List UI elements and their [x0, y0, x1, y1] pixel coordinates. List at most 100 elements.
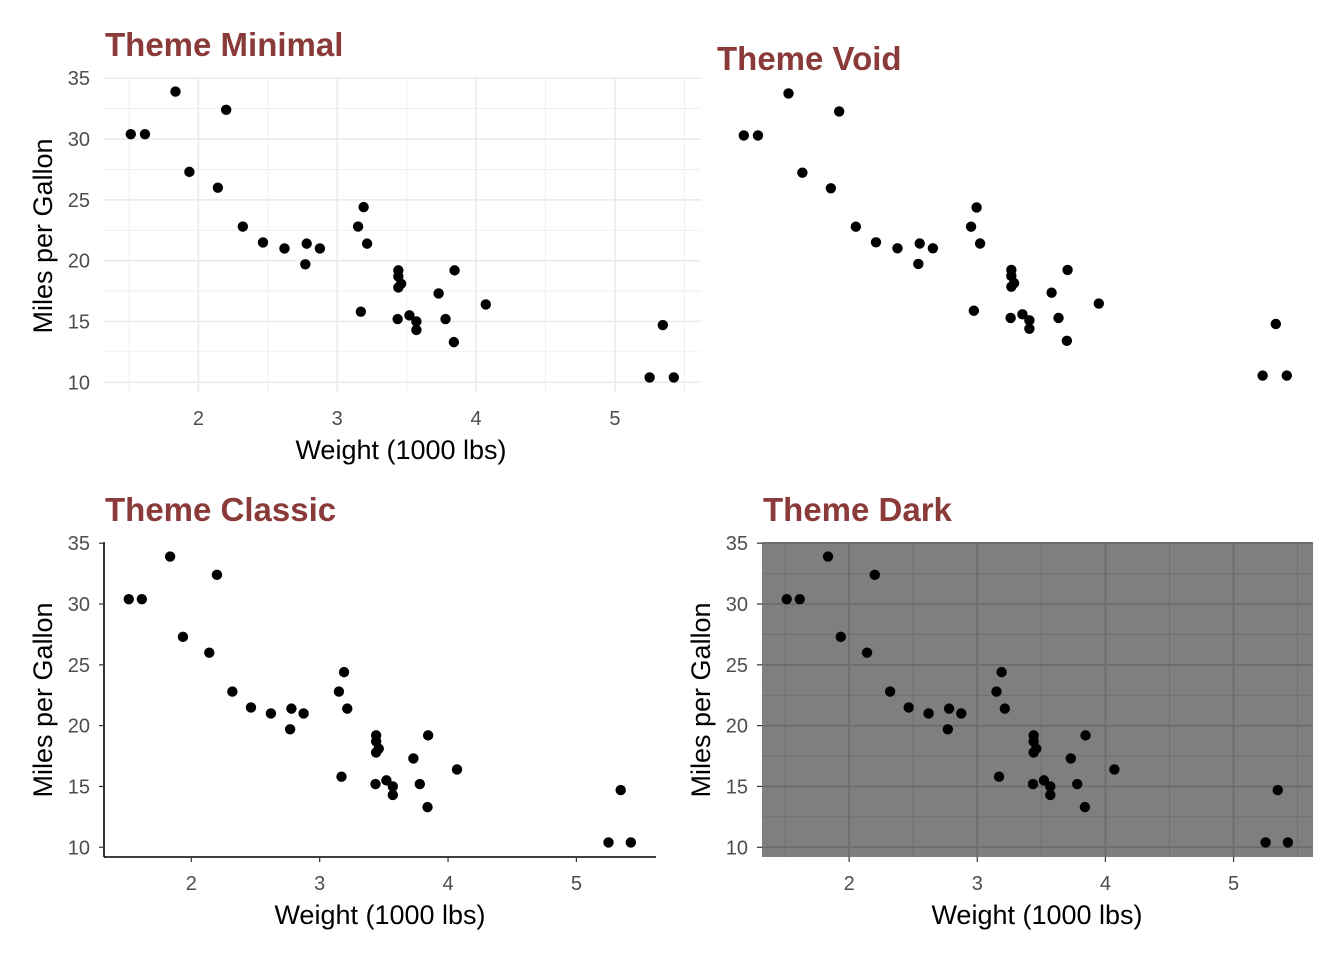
data-point	[227, 686, 238, 697]
panel-theme-minimal: 10 15 20 25 30 35 2 3 4 5 Theme Minimal Weight (…	[28, 26, 701, 465]
data-point	[1024, 315, 1035, 326]
data-point	[971, 202, 982, 213]
x-tick-label: 5	[609, 408, 620, 430]
data-point	[352, 221, 364, 232]
data-point	[333, 686, 345, 697]
chart-title: Theme Dark	[763, 491, 953, 528]
data-point	[1109, 764, 1120, 775]
data-points	[123, 551, 637, 848]
data-point	[1282, 837, 1294, 848]
data-point	[781, 593, 792, 605]
data-point	[449, 265, 460, 276]
x-tick-labels: 2 3 4 5	[186, 873, 582, 895]
data-point	[451, 764, 463, 775]
x-tick-label: 2	[186, 873, 197, 895]
data-point	[996, 666, 1007, 678]
data-point	[822, 551, 834, 562]
x-axis-title: Weight (1000 lbs)	[274, 900, 485, 930]
data-point	[833, 106, 845, 117]
x-tick-label: 4	[471, 408, 482, 430]
data-point	[164, 551, 176, 562]
data-point	[211, 569, 223, 581]
data-point	[1093, 298, 1105, 309]
data-point	[411, 324, 422, 336]
y-tick-label: 35	[68, 533, 90, 555]
data-point	[370, 747, 382, 758]
y-tick-label: 25	[726, 655, 748, 677]
y-tick-label: 30	[726, 594, 748, 616]
data-point	[657, 319, 669, 331]
data-point	[1006, 281, 1017, 292]
data-point	[1045, 789, 1056, 801]
data-point	[433, 288, 444, 299]
data-point	[1257, 370, 1268, 381]
data-points	[738, 88, 1292, 381]
data-point	[279, 243, 290, 254]
data-point	[314, 243, 326, 254]
y-tick-label: 10	[68, 837, 90, 859]
data-point	[265, 708, 277, 719]
y-axis-title: Miles per Gallon	[28, 602, 58, 797]
panel-theme-void: Theme Void	[717, 40, 1292, 381]
data-point	[1079, 801, 1091, 813]
y-tick-label: 15	[68, 311, 90, 333]
data-point	[1017, 309, 1028, 320]
data-point	[204, 647, 215, 658]
data-point	[1005, 312, 1016, 324]
data-point	[245, 702, 257, 713]
y-tick-label: 15	[726, 776, 748, 798]
data-point	[284, 724, 296, 735]
data-point	[237, 221, 249, 232]
x-tick-label: 3	[972, 873, 983, 895]
data-point	[170, 86, 181, 97]
x-axis-title: Weight (1000 lbs)	[931, 900, 1142, 930]
data-point	[257, 237, 269, 248]
x-tick-label: 5	[1228, 873, 1239, 895]
x-tick-label: 4	[442, 873, 453, 895]
y-tick-labels: 10 15 20 25 30 35	[68, 68, 90, 394]
x-tick-labels: 2 3 4 5	[844, 873, 1240, 895]
data-point	[123, 593, 134, 605]
data-point	[387, 789, 399, 801]
panel-background	[762, 542, 1313, 857]
data-point	[136, 593, 148, 605]
data-point	[220, 104, 232, 116]
data-point	[884, 686, 896, 697]
y-tick-label: 10	[68, 372, 90, 394]
data-point	[1053, 312, 1064, 324]
data-point	[370, 778, 381, 790]
y-tick-label: 35	[68, 68, 90, 90]
data-point	[1065, 753, 1077, 764]
data-point	[408, 753, 419, 764]
data-point	[177, 631, 189, 643]
data-point	[298, 708, 309, 719]
y-tick-label: 20	[68, 251, 90, 273]
data-point	[392, 313, 403, 325]
data-point	[393, 265, 404, 276]
y-tick-label: 20	[68, 716, 90, 738]
chart-title: Theme Minimal	[105, 26, 343, 63]
data-point	[139, 128, 151, 140]
data-point	[927, 243, 939, 254]
data-point	[752, 130, 764, 141]
x-axis-title: Weight (1000 lbs)	[295, 435, 506, 465]
data-point	[1270, 318, 1282, 330]
data-point	[615, 784, 626, 796]
data-point	[965, 221, 977, 232]
y-tick-label: 30	[68, 129, 90, 151]
data-point	[300, 259, 311, 270]
data-point	[440, 313, 451, 325]
x-tick-label: 3	[332, 408, 343, 430]
data-point	[1046, 287, 1057, 298]
grid-lines	[99, 542, 656, 862]
data-point	[414, 778, 425, 790]
data-point	[870, 237, 882, 248]
data-point	[738, 130, 749, 141]
data-point	[1028, 730, 1039, 741]
x-tick-label: 4	[1100, 873, 1111, 895]
data-point	[355, 306, 367, 317]
data-point	[422, 730, 434, 741]
data-point	[480, 299, 492, 310]
panel-theme-classic: 10 15 20 25 30 35 2 3 4 5 Theme Classic Weight (…	[28, 491, 656, 930]
